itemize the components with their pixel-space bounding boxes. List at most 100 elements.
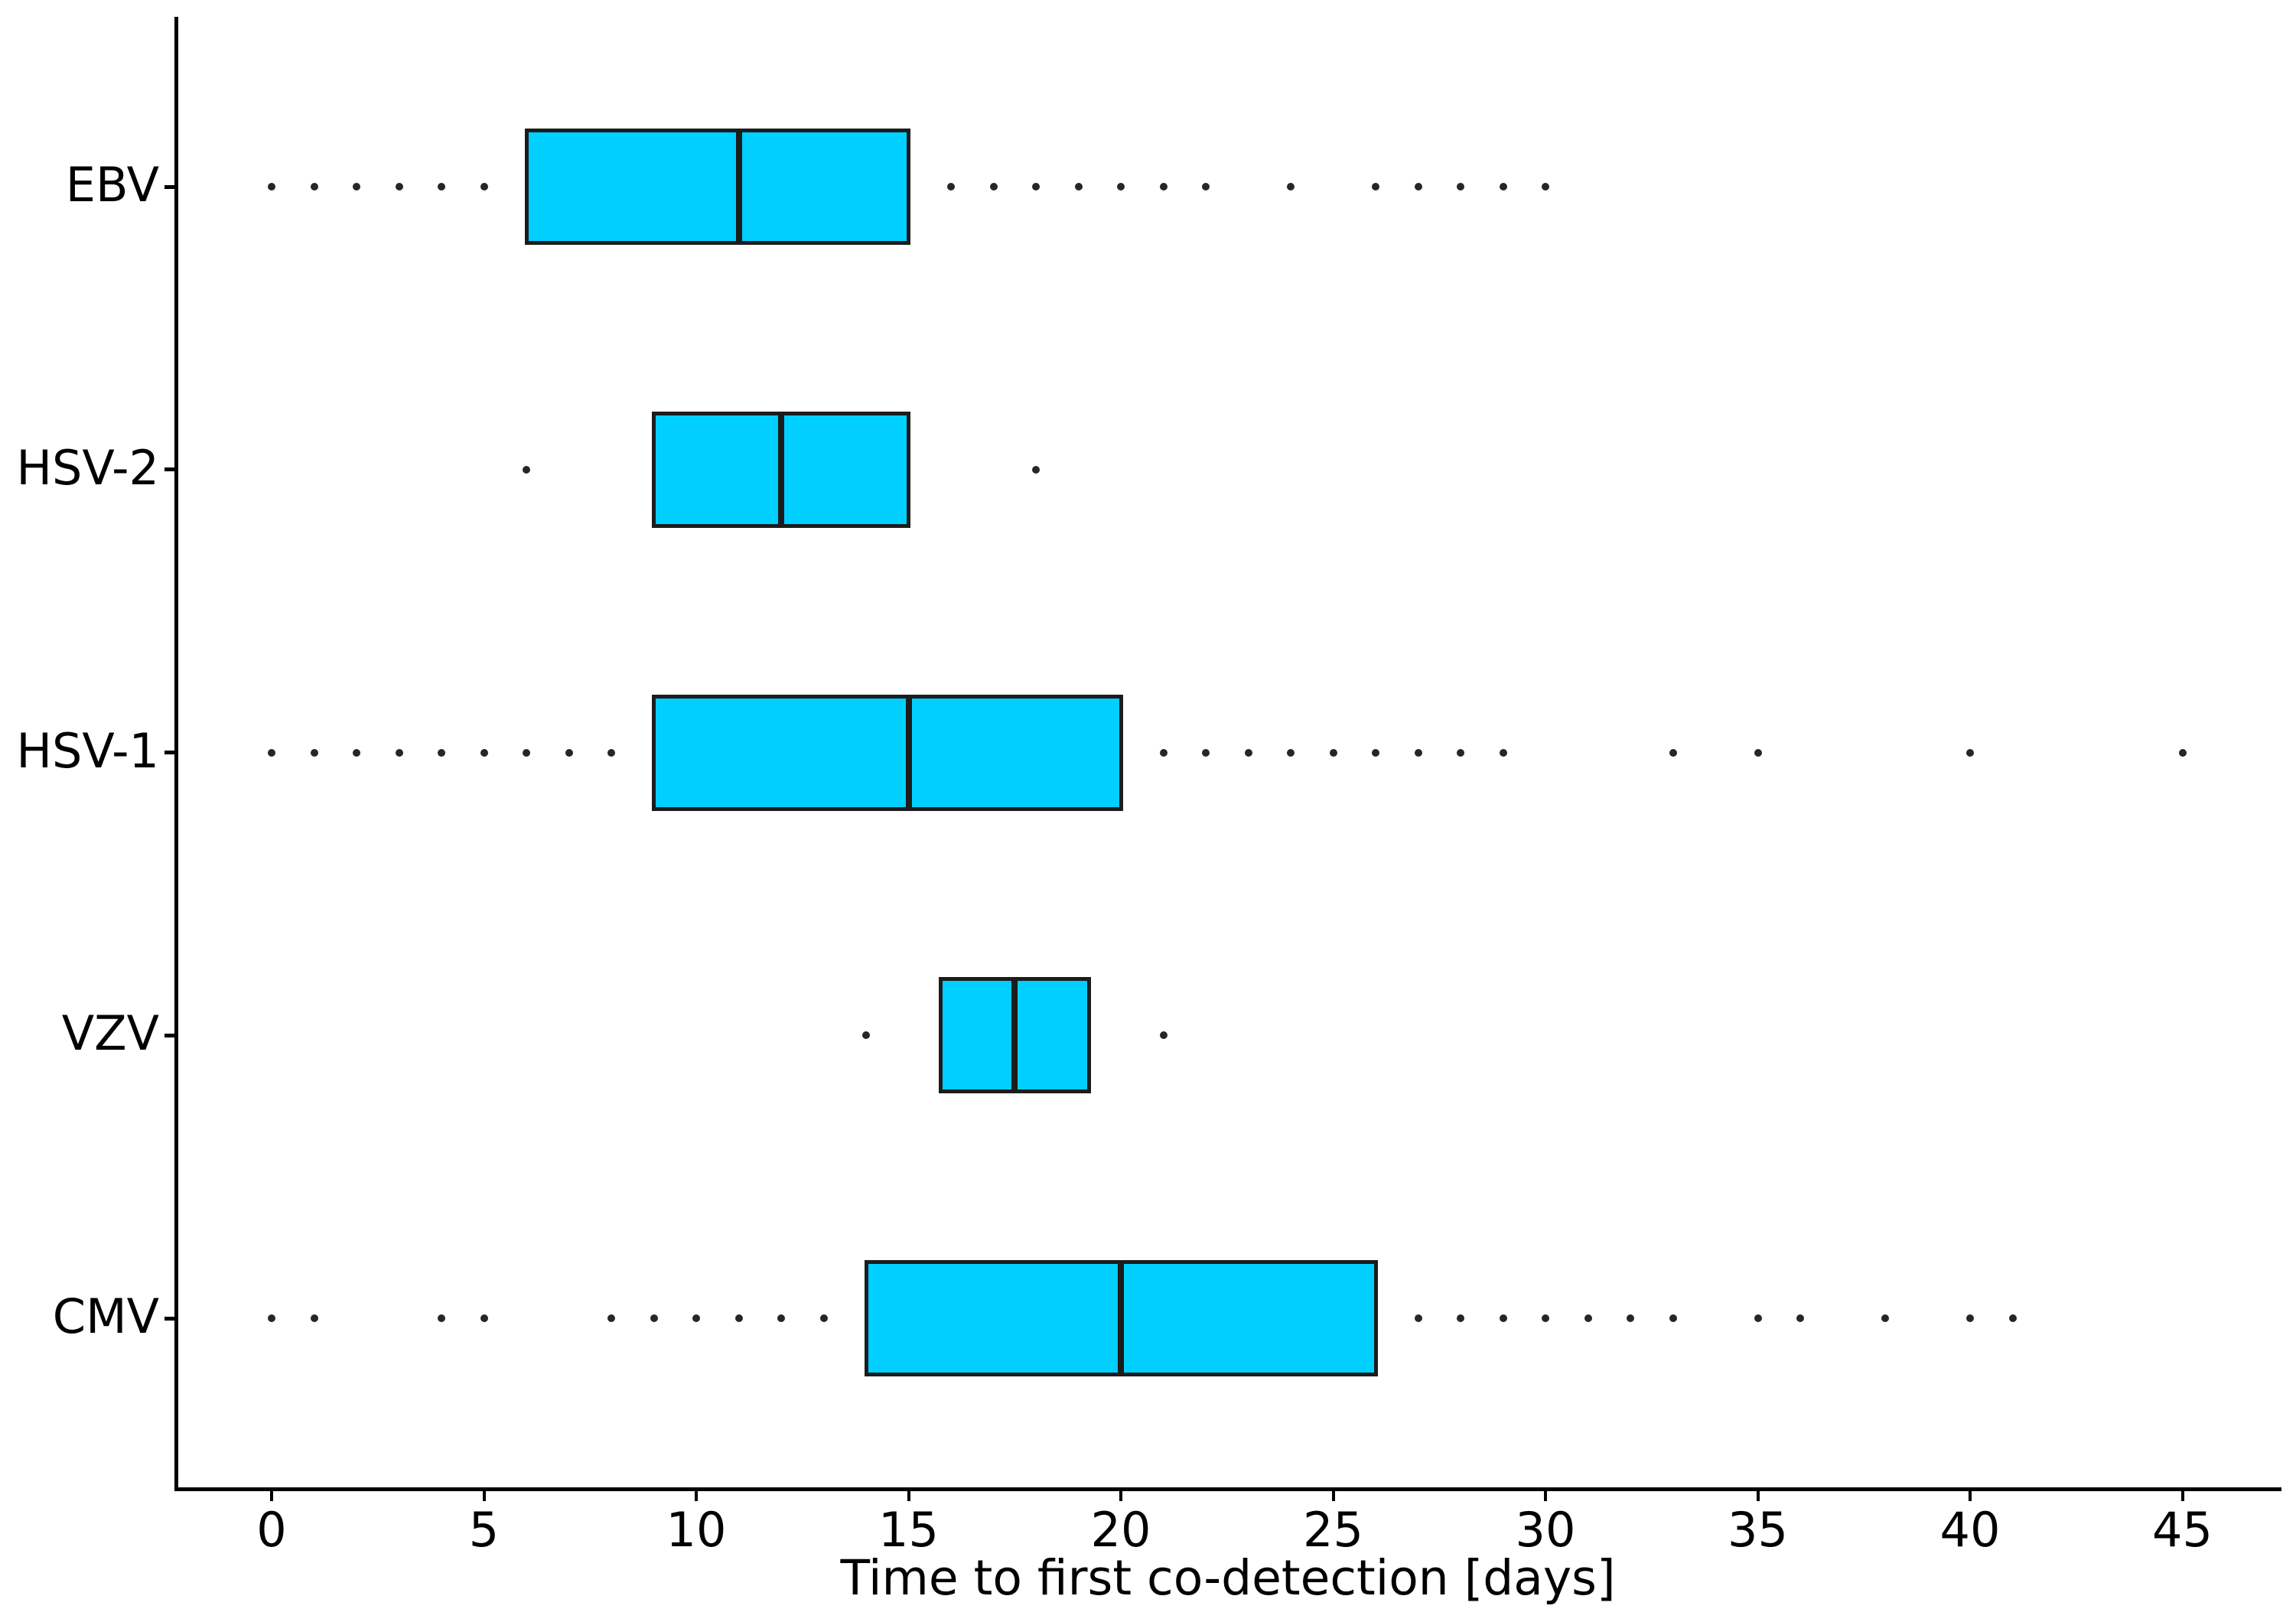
data-point [1966, 748, 1974, 757]
data-point [607, 1314, 615, 1322]
data-point [1542, 1314, 1549, 1322]
data-point [1287, 183, 1295, 191]
data-point [1669, 748, 1677, 757]
x-tick-mark [482, 1491, 486, 1501]
x-tick-mark [695, 1491, 698, 1501]
data-point [1584, 1314, 1592, 1322]
data-point [1499, 183, 1507, 191]
data-point [1159, 748, 1168, 757]
data-point [353, 183, 360, 191]
data-point [353, 748, 360, 757]
data-point [2008, 1314, 2017, 1322]
data-point [1202, 748, 1210, 757]
x-tick-label: 20 [1090, 1502, 1151, 1558]
data-point [310, 183, 318, 191]
data-point [1499, 1314, 1507, 1322]
data-point [1457, 183, 1464, 191]
data-point [1881, 1314, 1889, 1322]
data-point [1159, 1031, 1168, 1040]
x-tick-label: 5 [468, 1502, 500, 1558]
median-line [1011, 979, 1018, 1092]
data-point [1414, 1314, 1422, 1322]
x-axis-spine [174, 1487, 2281, 1491]
y-tick-mark [164, 751, 174, 754]
data-point [1074, 183, 1083, 191]
y-tick-label: HSV-2 [16, 439, 159, 496]
median-line [735, 131, 742, 243]
x-tick-mark [1544, 1491, 1547, 1501]
data-point [777, 1314, 785, 1322]
data-point [1117, 183, 1125, 191]
x-tick-label: 30 [1515, 1502, 1576, 1558]
data-point [268, 748, 275, 757]
x-tick-label: 25 [1303, 1502, 1363, 1558]
data-point [1542, 183, 1549, 191]
x-tick-label: 10 [666, 1502, 727, 1558]
data-point [989, 183, 998, 191]
data-point [692, 1314, 700, 1322]
data-point [1032, 183, 1040, 191]
data-point [438, 748, 445, 757]
y-tick-mark [164, 184, 174, 189]
data-point [1372, 183, 1379, 191]
data-point [1329, 748, 1337, 757]
x-tick-label: 45 [2152, 1502, 2213, 1558]
data-point [1244, 748, 1252, 757]
data-point [395, 183, 403, 191]
y-tick-mark [164, 1033, 174, 1037]
data-point [480, 748, 488, 757]
data-point [480, 183, 488, 191]
median-line [778, 413, 784, 526]
x-axis-title: Time to first co-detection [days] [840, 1550, 1616, 1606]
data-point [607, 748, 615, 757]
data-point [310, 1314, 318, 1322]
data-point [1796, 1314, 1804, 1322]
data-point [1754, 748, 1762, 757]
data-point [1754, 1314, 1762, 1322]
data-point [523, 465, 530, 474]
x-tick-label: 40 [1939, 1502, 2001, 1558]
data-point [438, 1314, 445, 1322]
data-point [1499, 748, 1507, 757]
iqr-box [652, 694, 1123, 811]
y-tick-label: HSV-1 [16, 722, 159, 779]
data-point [310, 748, 318, 757]
y-tick-mark [164, 467, 174, 472]
data-point [1159, 183, 1168, 191]
y-tick-mark [164, 1316, 174, 1321]
data-point [523, 748, 530, 757]
data-point [438, 183, 445, 191]
x-tick-label: 0 [256, 1502, 287, 1558]
x-tick-label: 35 [1728, 1502, 1788, 1558]
median-line [1118, 1262, 1124, 1374]
y-axis-spine [174, 17, 178, 1491]
data-point [1457, 1314, 1464, 1322]
median-line [905, 696, 912, 809]
data-point [1414, 748, 1422, 757]
data-point [1202, 183, 1210, 191]
y-tick-label: CMV [52, 1288, 159, 1344]
data-point [268, 1314, 275, 1322]
data-point [1372, 748, 1379, 757]
data-point [268, 183, 275, 191]
data-point [1032, 465, 1040, 474]
x-tick-mark [907, 1491, 910, 1501]
data-point [1627, 1314, 1634, 1322]
data-point [395, 748, 403, 757]
data-point [819, 1314, 828, 1322]
data-point [2178, 748, 2187, 757]
data-point [650, 1314, 658, 1322]
data-point [1669, 1314, 1677, 1322]
data-point [947, 183, 955, 191]
x-tick-mark [1969, 1491, 1972, 1501]
x-tick-mark [1119, 1491, 1122, 1501]
iqr-box [524, 129, 910, 245]
data-point [480, 1314, 488, 1322]
x-tick-label: 15 [878, 1502, 939, 1558]
data-point [1414, 183, 1422, 191]
data-point [1966, 1314, 1974, 1322]
y-tick-label: EBV [65, 157, 159, 213]
data-point [1287, 748, 1295, 757]
data-point [1457, 748, 1464, 757]
